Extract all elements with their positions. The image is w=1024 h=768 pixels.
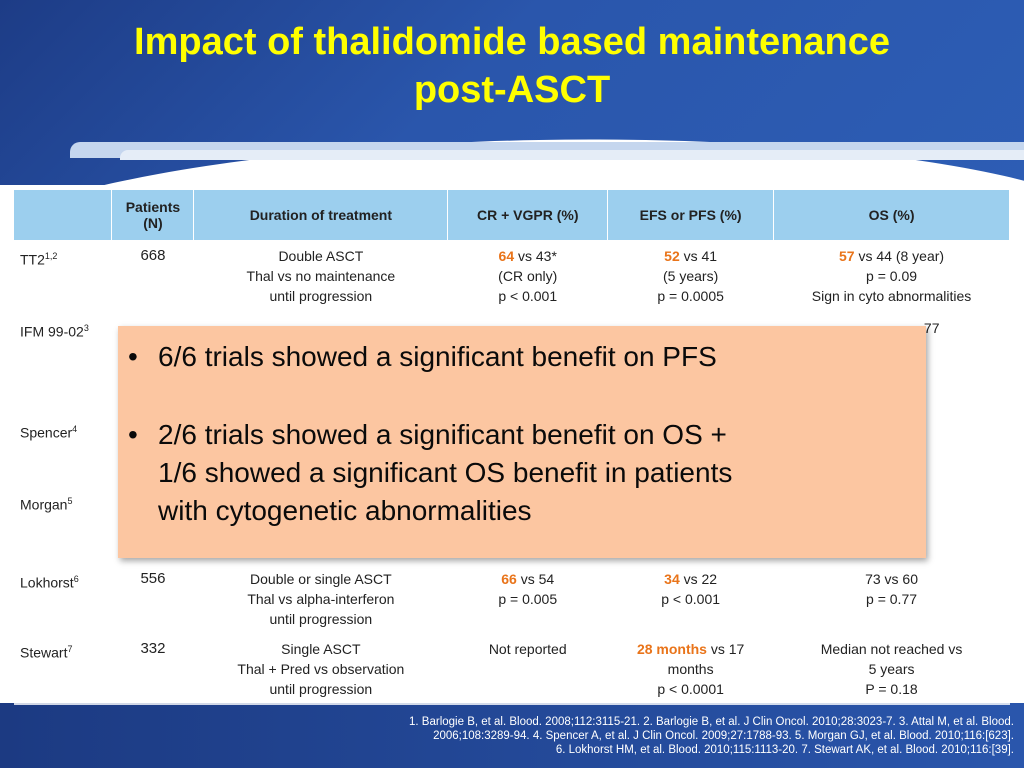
table-row: Lokhorst6 556 Double or single ASCT Thal …	[14, 563, 1010, 633]
footer-divider	[14, 703, 1010, 705]
study-name: Spencer4	[20, 424, 78, 441]
patients-count: 332	[140, 640, 166, 657]
table-header-row: Patients (N) Duration of treatment CR + …	[14, 190, 1010, 240]
cr-vgpr-cell: Not reported	[488, 641, 567, 657]
summary-bullet-os: 2/6 trials showed a significant benefit …	[128, 416, 926, 530]
header-band-light	[120, 150, 1024, 160]
summary-bullet-pfs: 6/6 trials showed a significant benefit …	[128, 338, 926, 376]
efs-pfs-cell: 28 months vs 17 months p < 0.0001	[636, 641, 745, 697]
header-cell-os: OS (%)	[773, 190, 1010, 240]
header-cell-efs-pfs: EFS or PFS (%)	[607, 190, 775, 240]
summary-bullets: 6/6 trials showed a significant benefit …	[118, 338, 926, 530]
study-name: Morgan5	[20, 496, 73, 513]
study-name: TT21,2	[20, 251, 58, 268]
table-row: IFM 99-023 77	[14, 312, 1010, 413]
header-background	[0, 0, 1024, 185]
footer-bar: 1. Barlogie B, et al. Blood. 2008;112:31…	[0, 703, 1024, 768]
os-cell: 73 vs 60 p = 0.77	[865, 571, 918, 607]
header-cell-patients: Patients (N)	[111, 190, 195, 240]
results-table: Patients (N) Duration of treatment CR + …	[14, 190, 1010, 703]
efs-pfs-cell: 34 vs 22 p < 0.001	[661, 571, 721, 607]
patients-count: 668	[140, 247, 166, 264]
cr-vgpr-cell: 64 vs 43* (CR only) p < 0.001	[498, 248, 558, 304]
slide-title: Impact of thalidomide based maintenance …	[134, 21, 890, 111]
os-cell: 77	[923, 320, 940, 336]
header-cell-cr-vgpr: CR + VGPR (%)	[447, 190, 609, 240]
study-name: IFM 99-023	[20, 323, 89, 340]
table-row: Stewart7 332 Single ASCT Thal + Pred vs o…	[14, 633, 1010, 703]
table-row: TT21,2 668 Double ASCT Thal vs no mainten…	[14, 240, 1010, 312]
header-cell-duration: Duration of treatment	[193, 190, 449, 240]
duration-cell: Double or single ASCT Thal vs alpha-inter…	[247, 571, 395, 627]
references: 1. Barlogie B, et al. Blood. 2008;112:31…	[409, 716, 1014, 756]
cr-vgpr-cell: 66 vs 54 p = 0.005	[498, 571, 558, 607]
os-cell: Median not reached vs 5 years P = 0.18	[820, 641, 963, 697]
efs-pfs-cell: 52 vs 41 (5 years) p = 0.0005	[657, 248, 724, 304]
study-name: Lokhorst6	[20, 574, 79, 591]
duration-cell: Single ASCT Thal + Pred vs observation unt…	[237, 641, 405, 697]
table-row: Morgan5	[14, 485, 1010, 563]
duration-cell: Double ASCT Thal vs no maintenance until p…	[246, 248, 396, 304]
header-cell-study	[14, 190, 113, 240]
table-row: Spencer4	[14, 413, 1010, 485]
patients-count: 556	[140, 570, 166, 587]
summary-callout: 6/6 trials showed a significant benefit …	[118, 326, 926, 558]
study-name: Stewart7	[20, 644, 73, 661]
os-cell: 57 vs 44 (8 year) p = 0.09 Sign in cyto a…	[811, 248, 972, 304]
